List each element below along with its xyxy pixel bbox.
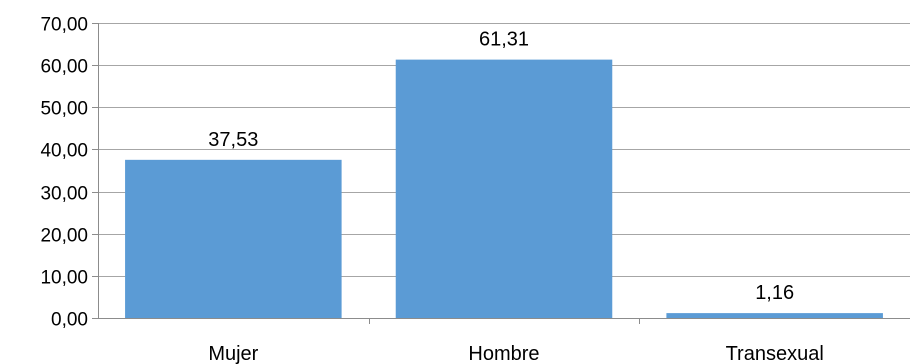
x-category-label-transexual: Transexual <box>726 343 824 364</box>
axes <box>92 23 910 324</box>
x-category-label-mujer: Mujer <box>208 343 258 364</box>
data-label-hombre: 61,31 <box>479 29 529 51</box>
x-category-label-hombre: Hombre <box>468 343 539 364</box>
bar-mujer <box>125 159 342 318</box>
bar-hombre <box>395 59 613 319</box>
y-tick-label-6: 60,00 <box>40 57 88 78</box>
y-tick-label-5: 50,00 <box>40 99 88 120</box>
y-tick-label-0: 0,00 <box>51 310 88 331</box>
y-tick-label-7: 70,00 <box>40 15 88 36</box>
data-label-transexual: 1,16 <box>755 282 794 304</box>
x-axis-category-labels: Mujer Hombre Transexual <box>208 343 823 364</box>
y-tick-label-1: 10,00 <box>40 268 88 289</box>
bars <box>125 59 883 319</box>
y-tick-label-3: 30,00 <box>40 184 88 205</box>
y-tick-label-4: 40,00 <box>40 141 88 162</box>
bar-transexual <box>666 313 883 318</box>
y-axis-tick-labels: 0,00 10,00 20,00 30,00 40,00 50,00 60,00 70,00 <box>40 15 88 331</box>
data-label-mujer: 37,53 <box>208 129 258 151</box>
data-labels: 37,53 61,31 1,16 <box>208 29 794 304</box>
y-tick-label-2: 20,00 <box>40 226 88 247</box>
